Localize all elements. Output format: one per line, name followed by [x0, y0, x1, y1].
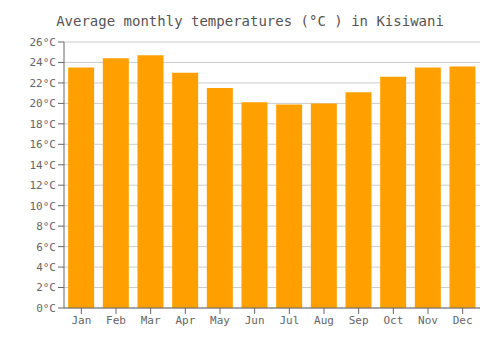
svg-text:Mar: Mar — [141, 314, 161, 327]
svg-text:12°C: 12°C — [30, 179, 57, 192]
svg-text:16°C: 16°C — [30, 138, 57, 151]
svg-text:May: May — [210, 314, 230, 327]
svg-text:10°C: 10°C — [30, 200, 57, 213]
svg-text:18°C: 18°C — [30, 118, 57, 131]
svg-text:26°C: 26°C — [30, 36, 57, 49]
svg-text:22°C: 22°C — [30, 77, 57, 90]
svg-text:Feb: Feb — [106, 314, 126, 327]
svg-text:Dec: Dec — [453, 314, 473, 327]
svg-text:Oct: Oct — [383, 314, 403, 327]
svg-text:Apr: Apr — [175, 314, 195, 327]
svg-text:Jun: Jun — [245, 314, 265, 327]
svg-text:Jul: Jul — [279, 314, 299, 327]
svg-text:24°C: 24°C — [30, 56, 57, 69]
svg-text:Nov: Nov — [418, 314, 438, 327]
svg-text:Sep: Sep — [349, 314, 369, 327]
svg-text:2°C: 2°C — [36, 281, 56, 294]
svg-text:14°C: 14°C — [30, 159, 57, 172]
svg-text:4°C: 4°C — [36, 261, 56, 274]
svg-text:Jan: Jan — [71, 314, 91, 327]
svg-text:0°C: 0°C — [36, 302, 56, 315]
svg-text:6°C: 6°C — [36, 241, 56, 254]
svg-text:8°C: 8°C — [36, 220, 56, 233]
svg-text:Aug: Aug — [314, 314, 334, 327]
svg-text:20°C: 20°C — [30, 97, 57, 110]
html-text:Average monthly temperatures (: Average monthly temperatures (°C ) in Ki… — [56, 13, 444, 29]
